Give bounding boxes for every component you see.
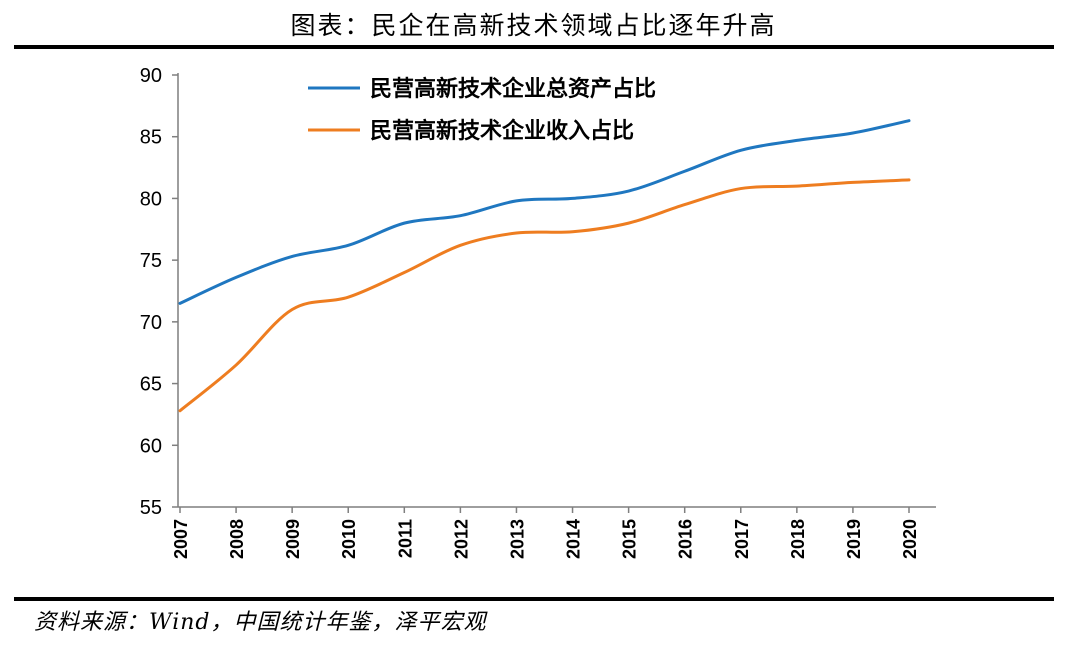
x-axis-ticks: 2007 2008 2009 2010 2011 2012 2013 2014 2015 2016…: [171, 507, 920, 559]
x-tick-label: 2012: [451, 519, 471, 559]
x-tick-label: 2020: [900, 519, 920, 559]
legend-label-total-assets: 民营高新技术企业总资产占比: [370, 76, 656, 102]
x-tick-label: 2011: [395, 519, 415, 558]
bottom-rule: [14, 597, 1054, 601]
source-note: 资料来源：Wind，中国统计年鉴，泽平宏观: [34, 610, 487, 635]
y-tick-label: 75: [140, 250, 162, 272]
x-tick-label: 2013: [507, 519, 527, 559]
legend-label-revenue: 民营高新技术企业收入占比: [370, 118, 634, 144]
series-lines: [178, 119, 911, 413]
chart-title: 图表：民企在高新技术领域占比逐年升高: [290, 11, 777, 40]
y-tick-label: 80: [140, 188, 162, 210]
y-tick-label: 55: [140, 497, 162, 519]
x-tick-label: 2010: [339, 519, 359, 559]
x-tick-label: 2008: [227, 519, 247, 559]
y-tick-label: 65: [140, 374, 162, 396]
top-rule: [14, 45, 1054, 49]
x-tick-label: 2018: [788, 519, 808, 559]
x-tick-label: 2017: [732, 519, 752, 559]
axes: [177, 73, 936, 508]
y-tick-label: 85: [140, 127, 162, 149]
y-tick-label: 90: [140, 65, 162, 87]
x-tick-label: 2016: [676, 519, 696, 559]
x-tick-label: 2007: [171, 519, 191, 559]
series-line-revenue: [178, 178, 911, 413]
x-tick-label: 2009: [283, 519, 303, 559]
series-line-total-assets: [178, 119, 911, 305]
y-tick-label: 70: [140, 312, 162, 334]
x-tick-label: 2015: [620, 519, 640, 559]
x-tick-label: 2019: [844, 519, 864, 559]
y-tick-label: 60: [140, 435, 162, 457]
y-axis-ticks: 55 60 65 70 75 80 85 90: [140, 65, 178, 519]
legend: 民营高新技术企业总资产占比 民营高新技术企业收入占比: [308, 76, 656, 144]
x-tick-label: 2014: [564, 519, 584, 559]
